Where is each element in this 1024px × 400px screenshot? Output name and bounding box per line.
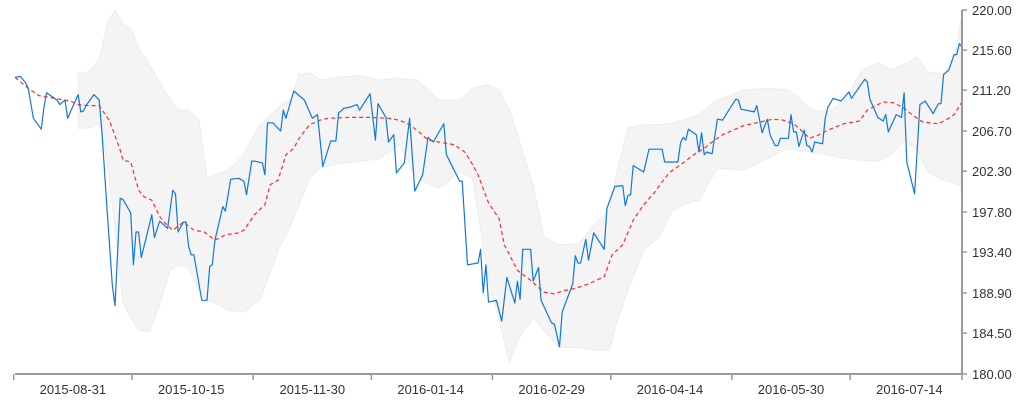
bollinger-band-layer (77, 8, 963, 364)
x-tick-label: 2015-10-15 (158, 382, 225, 397)
x-tick-label: 2016-02-29 (518, 382, 585, 397)
moving-average-line (14, 76, 963, 295)
bollinger-band-area (77, 8, 963, 364)
y-tick-label: 215.60 (972, 43, 1012, 58)
y-tick-label: 211.20 (972, 83, 1011, 98)
y-axis: 180.00 184.50 188.90 193.40 197.80 202.30 206.… (961, 3, 1012, 382)
close-price-line (14, 43, 963, 348)
y-tick-label: 188.90 (972, 286, 1012, 301)
y-tick-label: 184.50 (972, 326, 1012, 341)
moving-average-layer (14, 76, 963, 295)
y-tick-label: 180.00 (972, 367, 1012, 382)
x-axis: 2015-08-31 2015-10-15 2015-11-30 2016-01-14… (12, 373, 963, 397)
x-tick-label: 2016-07-14 (876, 382, 943, 397)
x-tick-label: 2015-11-30 (280, 382, 346, 397)
y-tick-label: 197.80 (972, 205, 1012, 220)
x-tick-label: 2015-08-31 (40, 382, 107, 397)
y-tick-label: 193.40 (972, 245, 1012, 260)
y-tick-label: 206.70 (972, 124, 1012, 139)
x-tick-label: 2016-04-14 (637, 382, 704, 397)
close-price-layer (14, 43, 963, 348)
x-tick-label: 2016-01-14 (397, 382, 464, 397)
x-tick-label: 2016-05-30 (758, 382, 825, 397)
y-tick-label: 220.00 (972, 3, 1012, 18)
y-tick-label: 202.30 (972, 164, 1012, 179)
